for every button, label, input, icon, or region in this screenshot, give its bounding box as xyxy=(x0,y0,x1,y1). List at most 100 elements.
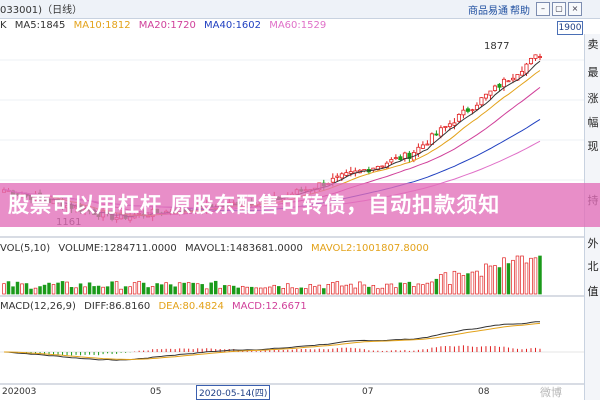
volume-bar xyxy=(245,286,249,295)
volume-bar xyxy=(20,283,24,295)
side-item-2[interactable]: 涨 xyxy=(587,92,599,105)
volume-bar xyxy=(110,281,114,295)
volume-bar xyxy=(200,284,204,295)
side-item-0[interactable]: 卖 xyxy=(587,38,599,51)
candle-body xyxy=(420,144,425,149)
side-item-8[interactable]: 值 xyxy=(587,285,599,298)
minimize-icon[interactable]: – xyxy=(536,2,550,16)
volume-bar xyxy=(6,281,11,295)
side-item-3[interactable]: 幅 xyxy=(587,116,599,129)
volume-bar xyxy=(457,272,461,295)
diff-line xyxy=(3,321,540,361)
volume-bar xyxy=(60,281,65,295)
menu-link-1[interactable]: 商品易通 xyxy=(468,6,508,17)
volume-bar xyxy=(452,270,457,295)
volume-bar xyxy=(263,287,267,295)
volume-bar xyxy=(308,284,313,295)
side-item-4[interactable]: 现 xyxy=(587,140,599,153)
volume-bar xyxy=(520,255,524,295)
volume-bar xyxy=(353,287,358,295)
volume-bar xyxy=(407,281,412,295)
help-link[interactable]: 帮助 xyxy=(510,6,530,17)
close-icon[interactable]: × xyxy=(568,2,582,16)
volume-bar xyxy=(529,257,533,295)
volume-bar xyxy=(349,283,353,295)
volume-bar xyxy=(42,284,47,295)
x-axis-label-2: 07 xyxy=(362,387,374,397)
candle-body xyxy=(470,109,475,112)
volume-bar xyxy=(177,282,182,295)
candle-body xyxy=(533,54,538,59)
price-scale-box[interactable]: 1900 xyxy=(557,21,583,35)
macd-value: MACD:12.6671 xyxy=(232,301,307,312)
candle-body xyxy=(335,175,340,178)
selected-date: 2020-05-14(四) xyxy=(196,385,271,400)
volume-bar xyxy=(421,284,425,295)
candle-body xyxy=(402,152,407,159)
ma40-label: MA40:1602 xyxy=(204,20,262,31)
volume-bar xyxy=(524,262,529,295)
side-item-7[interactable]: 北 xyxy=(587,260,599,273)
ma5-label: MA5:1845 xyxy=(14,20,66,31)
volume-bar xyxy=(439,274,443,295)
dea-line xyxy=(4,322,541,361)
candle-body xyxy=(389,159,394,163)
volume-bar xyxy=(290,287,295,295)
volume-bar xyxy=(475,270,479,295)
volume-bar xyxy=(33,287,38,295)
volume-bar xyxy=(533,257,538,295)
volume-bar xyxy=(186,282,191,295)
macd-legend: MACD(12,26,9) DIFF:86.8160 DEA:80.4824 M… xyxy=(0,301,312,312)
candle-body xyxy=(344,172,349,176)
kline-label: K xyxy=(0,20,7,31)
volume-bar xyxy=(182,282,186,295)
dea-value: DEA:80.4824 xyxy=(158,301,224,312)
volume-bar xyxy=(150,286,155,295)
candle-body xyxy=(438,127,443,137)
volume-bar xyxy=(87,282,92,295)
watermark: 微博 xyxy=(540,386,562,399)
candle-body xyxy=(434,133,439,136)
candle-body xyxy=(501,78,506,88)
volume-bar xyxy=(11,286,15,295)
volume-bar xyxy=(204,288,209,295)
volume-bar xyxy=(470,271,475,295)
side-item-6[interactable]: 外 xyxy=(587,237,599,250)
volume-bar xyxy=(128,286,132,295)
candle-body xyxy=(456,114,461,122)
volume-bar xyxy=(47,282,51,295)
volume-bar xyxy=(434,278,439,295)
candle-body xyxy=(407,152,412,159)
volume-legend: VOL(5,10) VOLUME:1284711.0000 MAVOL1:148… xyxy=(0,243,434,254)
volume-bar xyxy=(231,285,236,295)
volume-bar xyxy=(344,284,349,295)
macd-panel xyxy=(0,321,584,361)
volume-bar xyxy=(24,283,29,295)
candle-body xyxy=(506,80,511,83)
volume-bar xyxy=(425,282,430,295)
volume-bar xyxy=(105,286,110,295)
volume-bar xyxy=(493,265,497,295)
volume-bar xyxy=(380,287,385,295)
volume-bars xyxy=(2,255,542,295)
volume-bar xyxy=(538,255,542,295)
side-item-1[interactable]: 最 xyxy=(587,66,599,79)
volume-bar xyxy=(385,283,389,295)
volume-bar xyxy=(15,281,20,295)
volume-bar xyxy=(155,283,159,295)
promo-banner[interactable]: 股票可以用杠杆 原股东配售可转债，自动扣款须知 xyxy=(0,183,600,227)
x-axis-label-3: 08 xyxy=(478,387,490,397)
restore-icon[interactable]: ▢ xyxy=(552,2,566,16)
volume-bar xyxy=(466,273,470,295)
volume-bar xyxy=(38,286,42,295)
volume-bar xyxy=(173,286,177,295)
candle-body xyxy=(510,77,515,81)
volume-bar xyxy=(497,267,502,295)
volume-bar xyxy=(132,282,137,295)
volume-bar xyxy=(168,284,173,295)
volume-bar xyxy=(78,283,83,295)
volume-bar xyxy=(2,283,6,295)
mavol2-value: MAVOL2:1001807.8000 xyxy=(311,243,429,254)
volume-bar xyxy=(281,288,286,295)
volume-bar xyxy=(461,275,466,295)
